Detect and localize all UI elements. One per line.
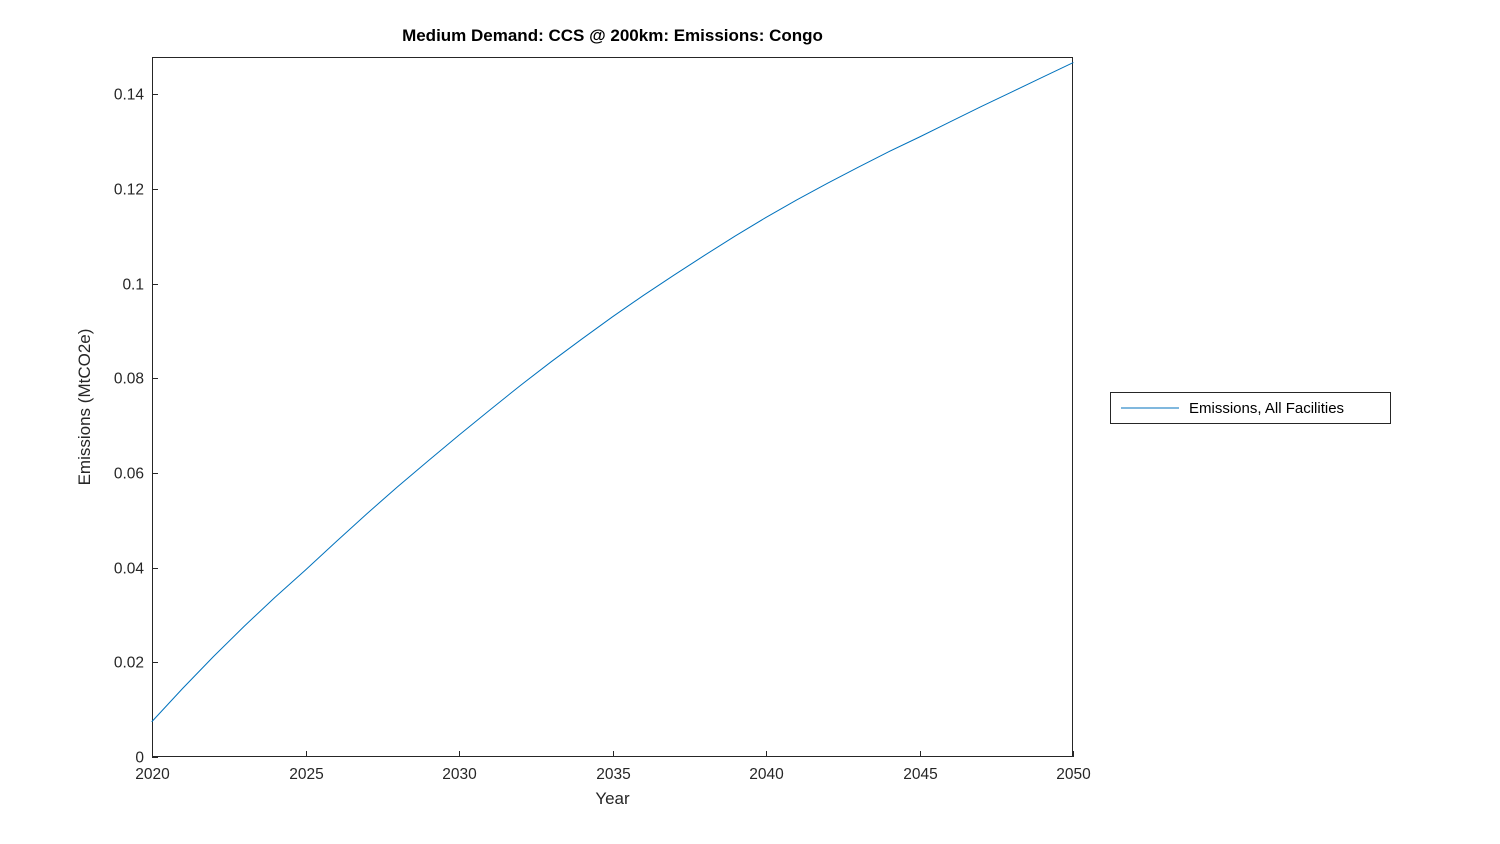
y-tick-label: 0.04	[114, 561, 145, 578]
y-tick-label: 0.06	[114, 466, 144, 483]
y-tick-label: 0.02	[114, 655, 144, 672]
x-tick-label: 2050	[1056, 766, 1091, 783]
y-tick-label: 0.1	[122, 277, 144, 294]
legend-line-icon	[1121, 407, 1179, 409]
y-tick-label: 0.12	[114, 182, 144, 199]
x-tick-label: 2035	[596, 766, 630, 783]
y-tick-label: 0	[135, 750, 144, 767]
y-tick-label: 0.14	[114, 87, 145, 104]
emissions-line	[151, 62, 1074, 722]
legend: Emissions, All Facilities	[1110, 392, 1391, 424]
x-tick-label: 2030	[442, 766, 477, 783]
x-axis-label: Year	[595, 789, 630, 808]
y-tick-label: 0.08	[114, 371, 144, 388]
x-tick-label: 2040	[749, 766, 784, 783]
x-tick-label: 2045	[903, 766, 937, 783]
x-tick-label: 2020	[135, 766, 170, 783]
legend-entry-label: Emissions, All Facilities	[1189, 399, 1345, 417]
x-tick-label: 2025	[289, 766, 323, 783]
chart-title: Medium Demand: CCS @ 200km: Emissions: C…	[402, 26, 823, 45]
axis-border	[152, 57, 1073, 757]
